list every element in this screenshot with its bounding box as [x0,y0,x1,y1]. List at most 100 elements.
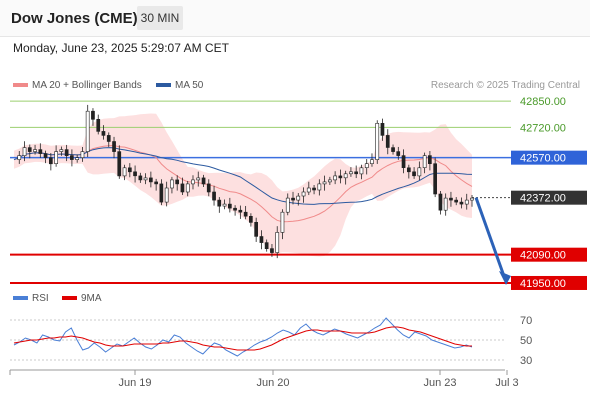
candle-body [249,216,253,223]
candle-body [275,232,280,253]
candle-body [170,179,174,189]
ma20-swatch [13,83,28,88]
level-label: 42850.00 [520,96,566,108]
rsi-tick-label: 70 [520,315,532,327]
candle-body [454,199,459,203]
candle-body [59,149,64,152]
projection-arrow-head [499,270,511,285]
candle-body [22,147,27,157]
candle-body [259,236,264,243]
legend-ma20-label: MA 20 + Bollinger Bands [32,80,142,91]
candle-body [317,183,322,191]
candle-body [464,199,469,205]
legend-ma50-label: MA 50 [175,80,204,91]
candle-body [228,203,232,209]
candle-body [406,167,411,173]
rsi-swatch [13,296,28,301]
candle-body [438,193,443,211]
candle-body [43,153,48,158]
header-bar: Dow Jones (CME) 30 MIN [0,0,590,37]
candle-body [364,163,369,168]
candle-body [427,155,432,165]
level-label: 42090.00 [520,250,566,262]
candle-body [338,175,343,179]
candle-body [433,163,438,195]
candle-body [96,119,101,132]
candle-body [291,197,295,201]
ma50-line [13,147,473,205]
candle-body [391,147,395,152]
candle-body [370,159,374,164]
candle-body [91,110,95,120]
candle-body [322,181,327,185]
candle-body [117,151,122,177]
candle-body [222,203,227,207]
candle-body [201,177,206,185]
candle-body [301,191,306,197]
candle-body [233,207,237,211]
x-tick-label: Jun 20 [256,377,289,389]
ma9-swatch [62,296,77,301]
candle-body [133,171,137,177]
candle-body [54,151,58,165]
candle-body [343,173,348,179]
candle-body [17,155,22,160]
candle-body [33,149,37,152]
level-label-box [511,190,587,205]
x-tick-label: Jun 23 [423,377,456,389]
candle-body [196,177,201,181]
candle-body [164,187,169,203]
candle-body [349,171,353,175]
candle-body [327,179,332,183]
candle-body [38,149,43,154]
candle-body [443,197,448,211]
candle-body [206,183,211,193]
candle-body [75,157,79,160]
candle-body [375,123,380,161]
candle-body [380,123,385,136]
ma50-swatch [156,83,171,88]
candle-body [180,183,185,193]
bollinger-band [14,113,472,257]
legend-ma20: MA 20 + Bollinger Bands [13,80,142,91]
candle-body [112,141,116,152]
candle-body [401,155,406,169]
level-label: 42570.00 [520,153,566,165]
candle-body [470,197,474,201]
timeframe-button[interactable]: 30 MIN [137,6,183,30]
candle-body [412,171,416,177]
level-label: 42372.00 [520,193,566,205]
candle-body [270,248,274,253]
level-label: 41950.00 [520,278,566,290]
candle-body [449,197,453,201]
candle-body [64,149,69,157]
projection-arrow-line [474,197,507,280]
candle-body [306,187,311,193]
candle-body [312,187,316,191]
rsi-tick-label: 50 [520,335,532,347]
rsi-line [13,317,473,357]
candle-body [101,131,106,136]
candle-body [48,157,53,165]
candle-body [185,183,190,193]
rsi-tick-label: 30 [520,355,532,367]
candle-body [396,151,401,156]
level-label-box [511,247,587,262]
candle-body [122,167,127,177]
candle-body [280,211,285,233]
candle-body [217,199,222,207]
candle-body [285,197,290,213]
candle-body [243,211,248,217]
copyright-text: Research © 2025 Trading Central [430,80,580,91]
candle-body [359,167,364,175]
candle-body [138,175,143,181]
candle-body [27,147,32,152]
legend-rsi: RSI [13,293,49,304]
candle-body [175,179,180,185]
candle-body [212,191,216,201]
candle-body [106,135,111,142]
level-label-box [511,150,587,165]
candle-body [238,209,243,213]
candle-body [159,183,164,203]
